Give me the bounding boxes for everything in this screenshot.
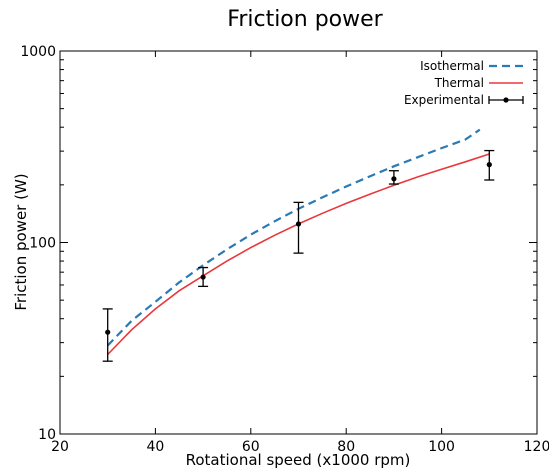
- x-tick-label: 120: [524, 439, 549, 455]
- x-tick-label: 20: [51, 439, 69, 455]
- legend-label-thermal: Thermal: [434, 76, 484, 90]
- series-layer: [102, 128, 495, 362]
- experimental-point: [105, 329, 111, 335]
- x-tick-label: 60: [242, 439, 260, 455]
- y-tick-label: 100: [29, 236, 56, 252]
- x-axis: 20 40 60 80 100 120: [51, 51, 549, 455]
- legend-swatch-point: [503, 97, 509, 103]
- legend-label-isothermal: Isothermal: [420, 59, 484, 73]
- experimental-point: [486, 162, 492, 168]
- x-tick-label: 80: [337, 439, 355, 455]
- x-tick-label: 40: [146, 439, 164, 455]
- y-axis: 10 100 1000: [20, 44, 537, 443]
- isothermal-line: [106, 128, 481, 347]
- experimental-point: [295, 221, 302, 227]
- experimental-point: [391, 176, 397, 182]
- thermal-line: [107, 153, 490, 356]
- legend: Isothermal Thermal Experimental: [404, 59, 524, 107]
- y-tick-label: 10: [38, 427, 56, 443]
- y-axis-label: Friction power (W): [12, 173, 30, 310]
- experimental-point: [200, 274, 206, 280]
- x-tick-label: 100: [428, 439, 455, 455]
- chart-title: Friction power: [227, 7, 383, 32]
- x-axis-label: Rotational speed (x1000 rpm): [186, 451, 411, 469]
- y-tick-label: 1000: [20, 44, 56, 60]
- legend-label-experimental: Experimental: [404, 93, 484, 107]
